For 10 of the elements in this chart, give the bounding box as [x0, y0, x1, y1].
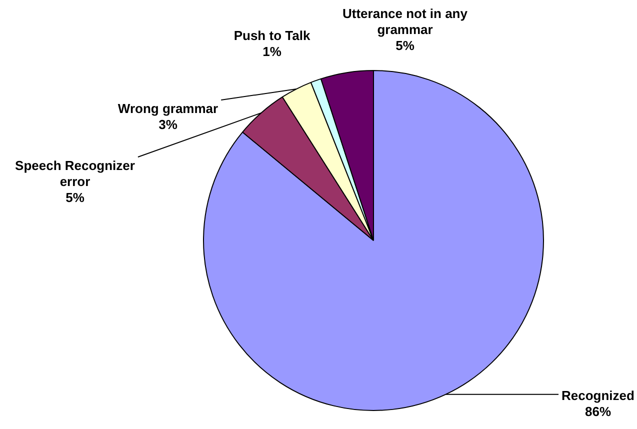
data-label: 1%	[262, 44, 282, 60]
slice-label: Speech Recognizer error	[15, 158, 135, 190]
slice-label: Push to Talk	[234, 28, 311, 44]
data-label: 86%	[584, 404, 612, 420]
slice-label: Utterance not in any grammar	[342, 6, 468, 38]
slice-label: Wrong grammar	[118, 101, 218, 116]
data-label: 5%	[396, 38, 415, 54]
slice-label: Recognized	[562, 388, 635, 404]
data-label: 3%	[158, 117, 178, 132]
data-label: 5%	[66, 190, 85, 206]
